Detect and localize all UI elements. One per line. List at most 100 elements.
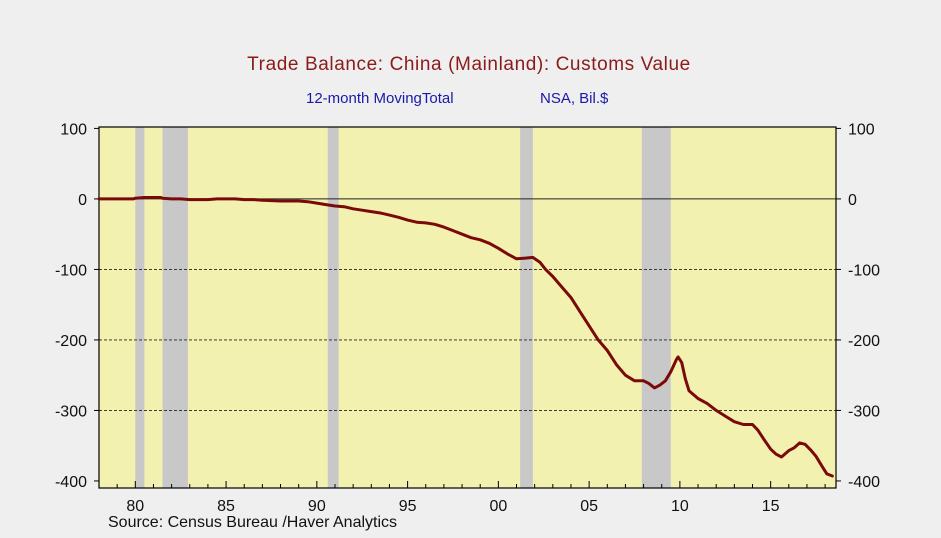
data-point-89 <box>826 473 828 475</box>
series-points <box>98 196 834 477</box>
y-tick-label-right-3: -200 <box>848 333 880 350</box>
data-point-12 <box>207 198 209 201</box>
data-point-83 <box>793 447 795 449</box>
data-point-43 <box>506 253 509 255</box>
data-point-4 <box>143 196 146 199</box>
data-point-11 <box>198 198 200 201</box>
data-point-54 <box>597 339 599 341</box>
y-tick-label-right-4: -300 <box>848 403 880 420</box>
x-tick-label-0: 80 <box>126 498 144 515</box>
data-point-52 <box>579 310 581 313</box>
data-point-32 <box>406 219 409 221</box>
x-tick-label-4: 00 <box>489 498 507 515</box>
data-point-69 <box>688 389 690 392</box>
data-point-82 <box>788 449 790 452</box>
data-point-75 <box>742 423 745 426</box>
data-point-42 <box>497 247 500 250</box>
data-point-17 <box>252 198 255 201</box>
source-note: Source: Census Bureau /Haver Analytics <box>108 514 397 531</box>
data-point-7 <box>161 197 164 199</box>
data-point-20 <box>297 200 300 202</box>
data-point-40 <box>479 239 482 241</box>
data-point-36 <box>443 226 445 228</box>
data-point-90 <box>831 475 834 477</box>
recession-band-4 <box>641 127 671 488</box>
data-point-72 <box>715 409 717 412</box>
y-tick-label-left-4: -300 <box>55 403 87 420</box>
data-point-67 <box>680 361 683 364</box>
data-point-28 <box>370 210 373 213</box>
data-point-56 <box>615 363 618 366</box>
y-tick-label-left-5: -400 <box>55 474 87 491</box>
data-point-27 <box>361 209 364 211</box>
x-tick-label-1: 85 <box>217 498 235 515</box>
data-point-88 <box>820 464 823 467</box>
data-point-66 <box>677 356 679 358</box>
data-point-21 <box>307 200 309 203</box>
data-point-41 <box>488 242 491 245</box>
recession-band-1 <box>162 127 188 488</box>
y-tick-label-right-5: -400 <box>848 474 880 491</box>
data-point-51 <box>570 296 572 299</box>
plot-background <box>99 127 836 488</box>
data-point-47 <box>539 261 541 264</box>
data-point-59 <box>642 380 645 382</box>
data-point-44 <box>515 258 518 260</box>
data-point-16 <box>243 198 245 201</box>
data-point-84 <box>798 442 801 444</box>
data-point-68 <box>684 377 687 380</box>
data-point-24 <box>334 205 336 207</box>
data-point-65 <box>675 358 678 361</box>
x-tick-label-5: 05 <box>580 498 598 515</box>
data-point-29 <box>379 212 382 214</box>
data-point-71 <box>706 402 708 405</box>
y-tick-label-left-1: 0 <box>78 192 87 209</box>
x-tick-label-3: 95 <box>399 498 417 515</box>
data-point-13 <box>216 198 218 200</box>
data-point-31 <box>397 216 400 219</box>
data-point-26 <box>352 208 354 210</box>
data-point-37 <box>452 229 454 232</box>
data-point-19 <box>279 200 282 202</box>
recession-band-0 <box>135 127 145 488</box>
data-point-81 <box>780 456 783 458</box>
data-point-78 <box>762 437 765 440</box>
data-point-48 <box>544 268 547 271</box>
data-point-39 <box>470 236 472 239</box>
chart-subtitle-left: 12-month MovingTotal <box>306 90 454 107</box>
data-point-58 <box>633 380 636 382</box>
data-point-23 <box>325 203 327 206</box>
data-point-34 <box>424 222 427 224</box>
data-point-77 <box>757 429 759 432</box>
data-point-50 <box>561 286 563 288</box>
data-point-79 <box>769 448 772 451</box>
data-point-70 <box>697 397 699 400</box>
data-point-9 <box>179 198 182 200</box>
data-point-6 <box>159 196 162 199</box>
y-tick-label-right-2: -100 <box>848 262 880 279</box>
data-point-0 <box>98 198 100 200</box>
data-point-2 <box>132 198 135 200</box>
data-point-3 <box>134 197 137 199</box>
data-point-15 <box>234 198 236 200</box>
data-point-86 <box>809 449 812 451</box>
x-tick-label-2: 90 <box>308 498 326 515</box>
data-point-64 <box>670 370 672 373</box>
data-point-87 <box>815 455 817 458</box>
data-point-57 <box>624 374 627 377</box>
data-point-1 <box>116 198 118 200</box>
recession-band-3 <box>520 127 533 488</box>
data-point-80 <box>775 453 777 456</box>
data-point-22 <box>316 202 318 204</box>
data-point-38 <box>461 233 463 235</box>
data-point-35 <box>434 223 436 226</box>
data-point-18 <box>261 199 264 202</box>
data-point-10 <box>189 198 191 201</box>
data-point-45 <box>524 257 527 259</box>
data-point-85 <box>804 443 806 446</box>
y-tick-label-right-0: 100 <box>848 121 875 138</box>
chart-title: Trade Balance: China (Mainland): Customs… <box>247 54 691 75</box>
data-point-8 <box>170 198 173 200</box>
y-tick-label-left-0: 100 <box>60 121 87 138</box>
